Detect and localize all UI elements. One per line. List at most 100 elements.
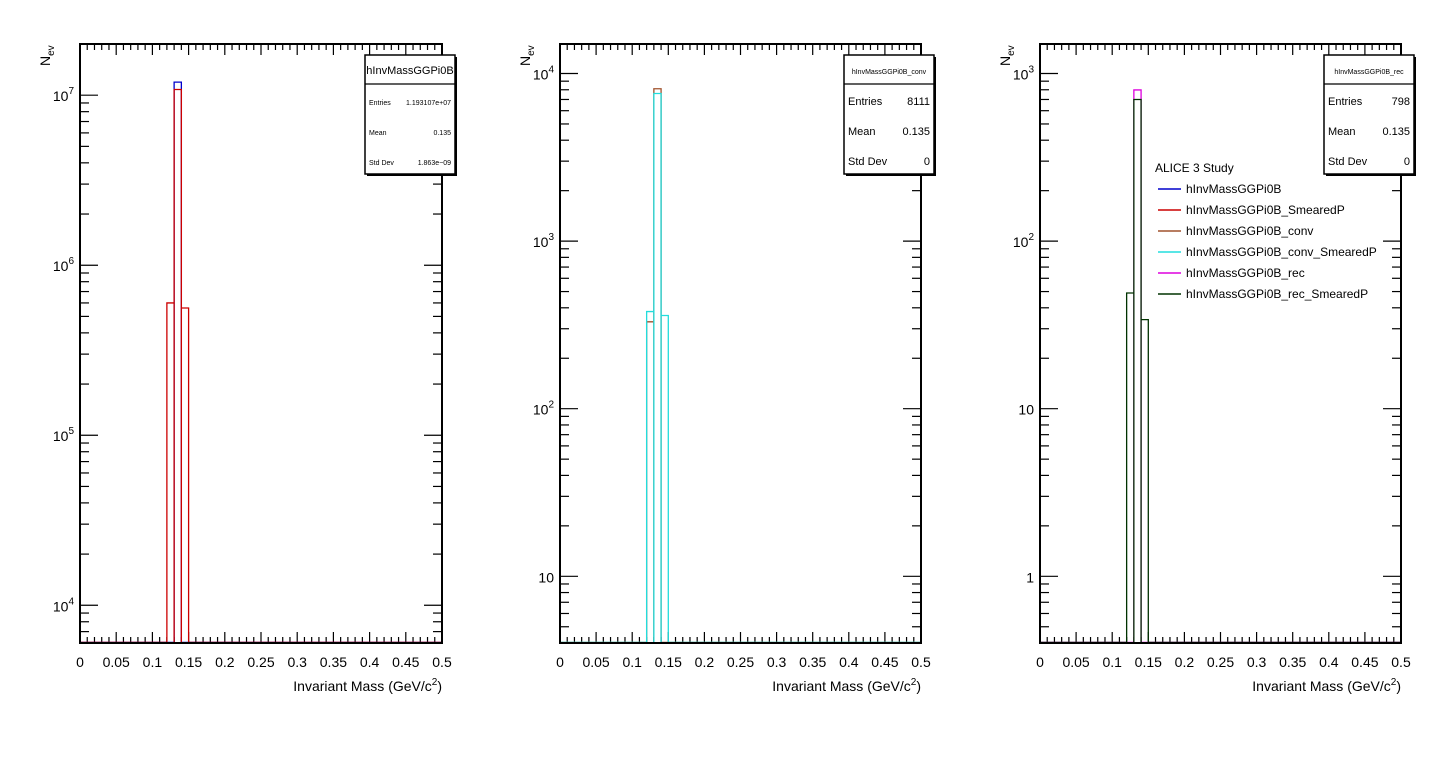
- stats-row-value: 0.135: [902, 126, 930, 138]
- x-tick-label: 0.25: [247, 654, 274, 670]
- x-tick-label: 0.2: [1175, 654, 1195, 670]
- stats-row-value: 0: [924, 156, 930, 168]
- x-axis-title: Invariant Mass (GeV/c2): [293, 677, 442, 694]
- x-tick-label: 0: [76, 654, 84, 670]
- stats-box: hInvMassGGPi0B_conv Entries 8111 Mean 0.135 S…: [843, 54, 936, 176]
- y-tick-label: 105: [53, 426, 75, 444]
- x-axis-title-main: Invariant Mass (GeV/c: [1252, 678, 1391, 694]
- legend: ALICE 3 Study hInvMassGGPi0B hInvMassGGPi0…: [1155, 161, 1377, 301]
- x-tick-label: 0.05: [103, 654, 130, 670]
- x-tick-label: 0.1: [1102, 654, 1122, 670]
- panel-hinvmass-rec: 0 0.05 0.1 0.15 0.2 0.25 0.3 0.35 0.4 0.45 0.51101…: [997, 43, 1416, 694]
- y-tick-base: 10: [53, 258, 69, 274]
- panel-hinvmass: 0 0.05 0.1 0.15 0.2 0.25 0.3 0.35 0.4 0.45 0.51041…: [37, 43, 457, 694]
- y-tick-label: 1: [1026, 569, 1034, 585]
- x-tick-label: 0.1: [622, 654, 642, 670]
- histogram-series-1: [80, 88, 442, 644]
- x-tick-label: 0.4: [839, 654, 859, 670]
- x-tick-label: 0.35: [320, 654, 347, 670]
- x-tick-label: 0.4: [360, 654, 380, 670]
- stats-row-label: Std Dev: [369, 160, 394, 167]
- x-axis-title-main: Invariant Mass (GeV/c: [293, 678, 432, 694]
- x-tick-label: 0.35: [1279, 654, 1306, 670]
- stats-row-value: 0.135: [433, 130, 451, 137]
- y-tick-label: 106: [53, 256, 75, 274]
- stats-row-value: 0.135: [1382, 126, 1410, 138]
- histogram-series-1: [1040, 98, 1401, 644]
- y-tick-exponent: 6: [68, 256, 74, 267]
- legend-entry-label: hInvMassGGPi0B_rec: [1186, 266, 1305, 280]
- y-tick-exponent: 7: [68, 86, 74, 97]
- stats-row-value: 1.863e−09: [418, 160, 451, 167]
- x-tick-label: 0.4: [1319, 654, 1339, 670]
- stats-row-label: Mean: [369, 130, 387, 137]
- stats-row-value: 8111: [907, 96, 930, 108]
- legend-entry-label: hInvMassGGPi0B_conv_SmearedP: [1186, 245, 1377, 259]
- x-tick-label: 0.3: [287, 654, 307, 670]
- y-tick-label: 10: [538, 569, 554, 585]
- y-axis-title: Nev: [997, 45, 1017, 66]
- y-tick-base: 10: [533, 402, 549, 418]
- y-tick-label: 103: [533, 232, 555, 250]
- stats-row-label: Entries: [369, 100, 391, 107]
- x-axis-title: Invariant Mass (GeV/c2): [1252, 677, 1401, 694]
- y-tick-exponent: 5: [68, 426, 74, 437]
- stats-box-frame: [364, 54, 456, 175]
- y-axis-title-subscript: ev: [526, 45, 537, 56]
- x-tick-label: 0.15: [655, 654, 682, 670]
- y-tick-base: 10: [1013, 234, 1029, 250]
- y-tick-base: 10: [538, 569, 554, 585]
- stats-box-frame: [1323, 54, 1415, 175]
- y-tick-base: 10: [1018, 402, 1034, 418]
- y-axis-title: Nev: [37, 45, 57, 66]
- y-tick-label: 104: [53, 596, 75, 614]
- stats-row-label: Std Dev: [1328, 156, 1368, 168]
- x-axis-title-end: ): [437, 678, 442, 694]
- stats-row-value: 798: [1392, 96, 1410, 108]
- y-tick-exponent: 2: [1028, 232, 1034, 243]
- y-tick-label: 104: [533, 65, 555, 83]
- stats-box-title: hInvMassGGPi0B_rec: [1334, 69, 1404, 76]
- stats-box-title: hInvMassGGPi0B: [366, 65, 453, 77]
- x-tick-label: 0.45: [392, 654, 419, 670]
- x-tick-label: 0.05: [582, 654, 609, 670]
- stats-box: hInvMassGGPi0B_rec Entries 798 Mean 0.135 Std…: [1323, 54, 1416, 176]
- y-tick-label: 107: [53, 86, 75, 104]
- stats-box-frame: [843, 54, 935, 175]
- x-axis-title-superscript: 2: [432, 677, 438, 688]
- plot-frame: [559, 43, 922, 644]
- y-tick-exponent: 4: [68, 596, 74, 607]
- legend-entry-label: hInvMassGGPi0B_SmearedP: [1186, 203, 1345, 217]
- y-axis-title: Nev: [517, 45, 537, 66]
- stats-row-label: Mean: [1328, 126, 1356, 138]
- y-tick-base: 1: [1026, 569, 1034, 585]
- x-tick-label: 0.05: [1062, 654, 1089, 670]
- x-tick-label: 0: [556, 654, 564, 670]
- legend-title: ALICE 3 Study: [1155, 161, 1234, 175]
- x-axis-title: Invariant Mass (GeV/c2): [772, 677, 921, 694]
- y-tick-exponent: 3: [548, 232, 554, 243]
- x-tick-label: 0.15: [1135, 654, 1162, 670]
- stats-row-label: Entries: [848, 96, 883, 108]
- x-tick-label: 0.25: [727, 654, 754, 670]
- y-tick-base: 10: [1013, 67, 1029, 83]
- x-tick-label: 0.15: [175, 654, 202, 670]
- stats-box: hInvMassGGPi0B Entries 1.193107e+07 Mean 0.1…: [364, 54, 457, 176]
- x-tick-label: 0.45: [871, 654, 898, 670]
- x-tick-label: 0.35: [799, 654, 826, 670]
- y-tick-exponent: 3: [1028, 65, 1034, 76]
- plot-frame: [1039, 43, 1402, 644]
- y-tick-base: 10: [533, 234, 549, 250]
- x-tick-label: 0.3: [1247, 654, 1267, 670]
- y-tick-exponent: 4: [548, 65, 554, 76]
- y-tick-base: 10: [53, 428, 69, 444]
- y-axis-title-subscript: ev: [46, 45, 57, 56]
- stats-row-label: Entries: [1328, 96, 1363, 108]
- x-tick-label: 0.5: [911, 654, 931, 670]
- legend-entry-label: hInvMassGGPi0B_rec_SmearedP: [1186, 287, 1368, 301]
- legend-entry-label: hInvMassGGPi0B: [1186, 182, 1281, 196]
- y-tick-label: 10: [1018, 402, 1034, 418]
- y-tick-base: 10: [53, 88, 69, 104]
- panel-hinvmass-conv: 0 0.05 0.1 0.15 0.2 0.25 0.3 0.35 0.4 0.45 0.51010…: [517, 43, 936, 694]
